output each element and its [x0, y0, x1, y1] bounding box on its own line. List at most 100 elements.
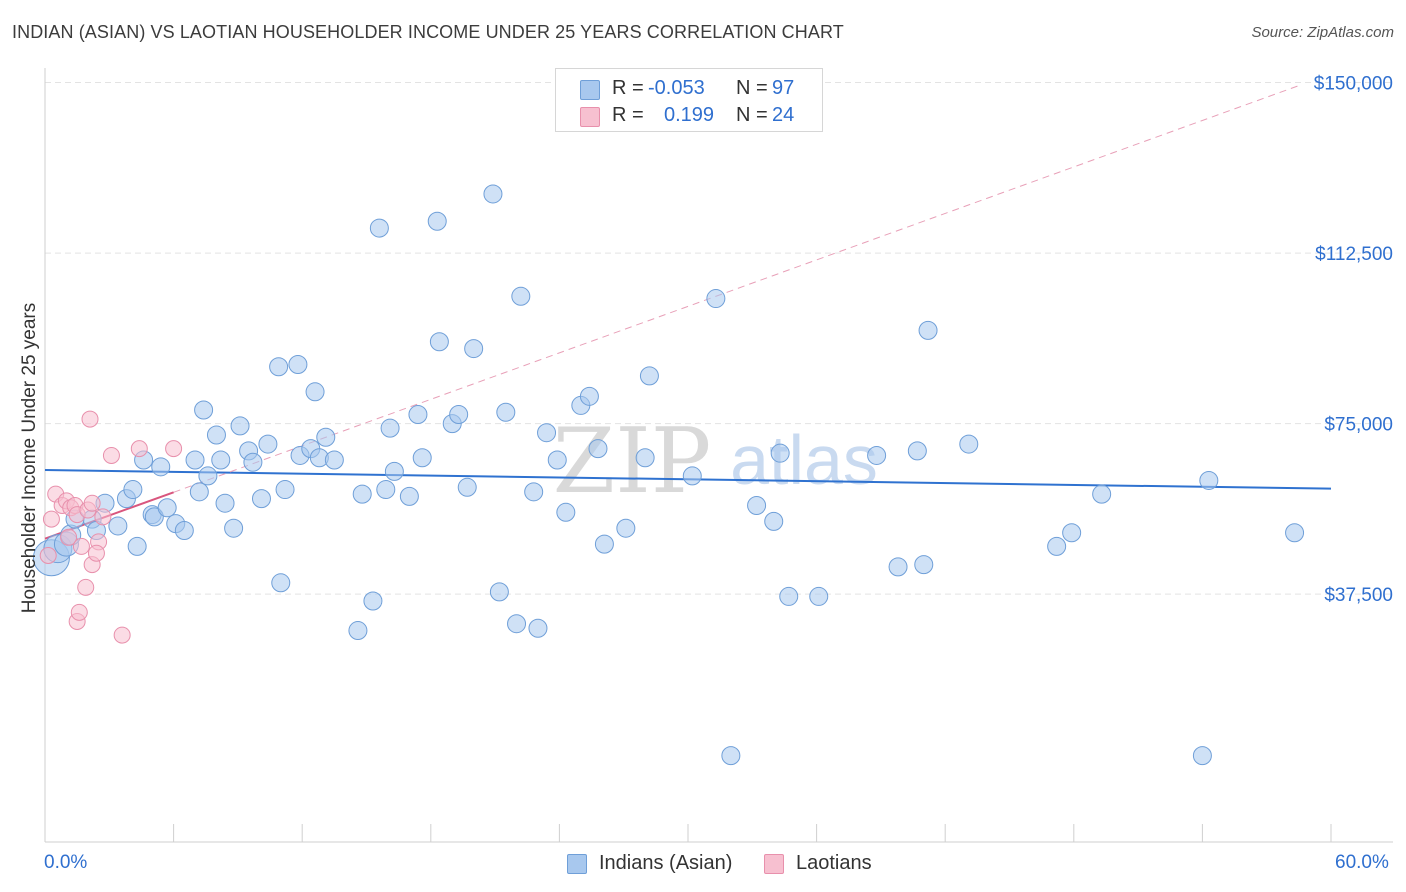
y-tick-label: $37,500 — [1324, 585, 1393, 606]
point-indians — [489, 582, 509, 602]
point-laotians — [83, 494, 101, 512]
point-indians — [721, 746, 741, 766]
point-indians — [376, 480, 396, 500]
point-indians — [269, 357, 289, 377]
legend-n-value: 24 — [772, 104, 795, 126]
point-indians — [706, 289, 726, 309]
point-indians — [809, 586, 829, 606]
point-laotians — [130, 440, 148, 458]
point-indians — [588, 439, 608, 459]
point-indians — [127, 536, 147, 556]
point-laotians — [77, 578, 95, 596]
point-indians — [189, 482, 209, 502]
y-tick-label: $112,500 — [1315, 244, 1393, 265]
point-indians — [174, 520, 194, 540]
y-tick-labels: $37,500 $75,000 $112,500 $150,000 — [1314, 74, 1393, 607]
watermark-atlas: atlas — [730, 421, 878, 499]
point-indians — [888, 557, 908, 577]
point-indians — [206, 425, 226, 445]
point-indians — [215, 493, 235, 513]
point-indians — [108, 516, 128, 536]
point-indians — [151, 457, 171, 477]
point-indians — [770, 443, 790, 463]
watermark-zip: ZIP — [553, 409, 712, 514]
point-indians — [537, 423, 557, 443]
bottom-legend-swatch-indians — [567, 854, 587, 874]
point-indians — [258, 434, 278, 454]
point-indians — [348, 621, 368, 641]
point-indians — [579, 386, 599, 406]
point-indians — [1092, 484, 1112, 504]
legend-n-value: 97 — [772, 77, 795, 99]
point-indians — [914, 555, 934, 575]
point-indians — [251, 489, 271, 509]
point-indians — [528, 618, 548, 638]
point-indians — [918, 320, 938, 340]
point-indians — [457, 477, 477, 497]
legend-r-label: R = — [612, 104, 644, 126]
point-indians — [867, 445, 887, 465]
point-laotians — [39, 547, 57, 564]
x-tick-label-max: 60.0% — [1335, 852, 1389, 873]
point-indians — [779, 586, 799, 606]
point-laotians — [94, 508, 112, 526]
point-indians — [185, 450, 205, 470]
point-indians — [427, 211, 447, 231]
point-indians — [384, 461, 404, 481]
point-indians — [352, 484, 372, 504]
point-indians — [524, 482, 544, 502]
legend-n-label: N = — [736, 77, 768, 99]
point-indians — [316, 427, 336, 447]
point-indians — [144, 507, 164, 527]
point-indians — [1199, 470, 1219, 490]
point-indians — [123, 480, 143, 500]
point-indians — [959, 434, 979, 454]
point-laotians — [60, 528, 78, 546]
point-indians — [639, 366, 659, 386]
point-indians — [464, 339, 484, 359]
point-indians — [1285, 523, 1305, 543]
legend-swatch-laotians — [580, 107, 600, 127]
point-laotians — [72, 537, 90, 555]
point-indians — [363, 591, 383, 611]
point-indians — [324, 450, 344, 470]
point-indians — [399, 486, 419, 506]
point-indians — [556, 502, 576, 522]
point-indians — [764, 511, 784, 531]
bottom-legend-label-laotians: Laotians — [796, 852, 872, 874]
point-indians — [496, 402, 516, 422]
bottom-legend-swatch-laotians — [764, 854, 784, 874]
point-indians — [616, 518, 636, 538]
point-indians — [547, 450, 567, 470]
axes — [44, 68, 1393, 843]
source-label: Source: ZipAtlas.com — [1251, 24, 1394, 41]
point-laotians — [102, 446, 120, 464]
legend-n-label: N = — [736, 104, 768, 126]
point-indians — [635, 448, 655, 468]
point-indians — [305, 382, 325, 402]
point-indians — [271, 573, 291, 593]
point-indians — [747, 495, 767, 515]
point-indians — [483, 184, 503, 204]
bottom-legend-label-indians: Indians (Asian) — [599, 852, 733, 874]
x-tick-label-min: 0.0% — [44, 852, 88, 873]
point-indians — [429, 332, 449, 352]
point-indians — [412, 448, 432, 468]
point-indians — [449, 405, 469, 425]
legend-r-value: 0.199 — [664, 104, 715, 126]
point-indians — [511, 286, 531, 306]
legend-row-indians: R = -0.053 N = 97 — [556, 75, 822, 101]
point-indians — [507, 614, 527, 634]
point-indians — [198, 466, 218, 486]
point-indians — [1062, 523, 1082, 543]
point-laotians — [70, 603, 88, 621]
trend-extension-laotians — [173, 84, 1302, 493]
point-indians — [275, 480, 295, 500]
point-laotians — [165, 440, 183, 458]
point-laotians — [113, 626, 131, 644]
point-laotians — [81, 410, 99, 428]
point-indians — [682, 466, 702, 486]
point-indians — [907, 441, 927, 461]
point-indians — [211, 450, 231, 470]
